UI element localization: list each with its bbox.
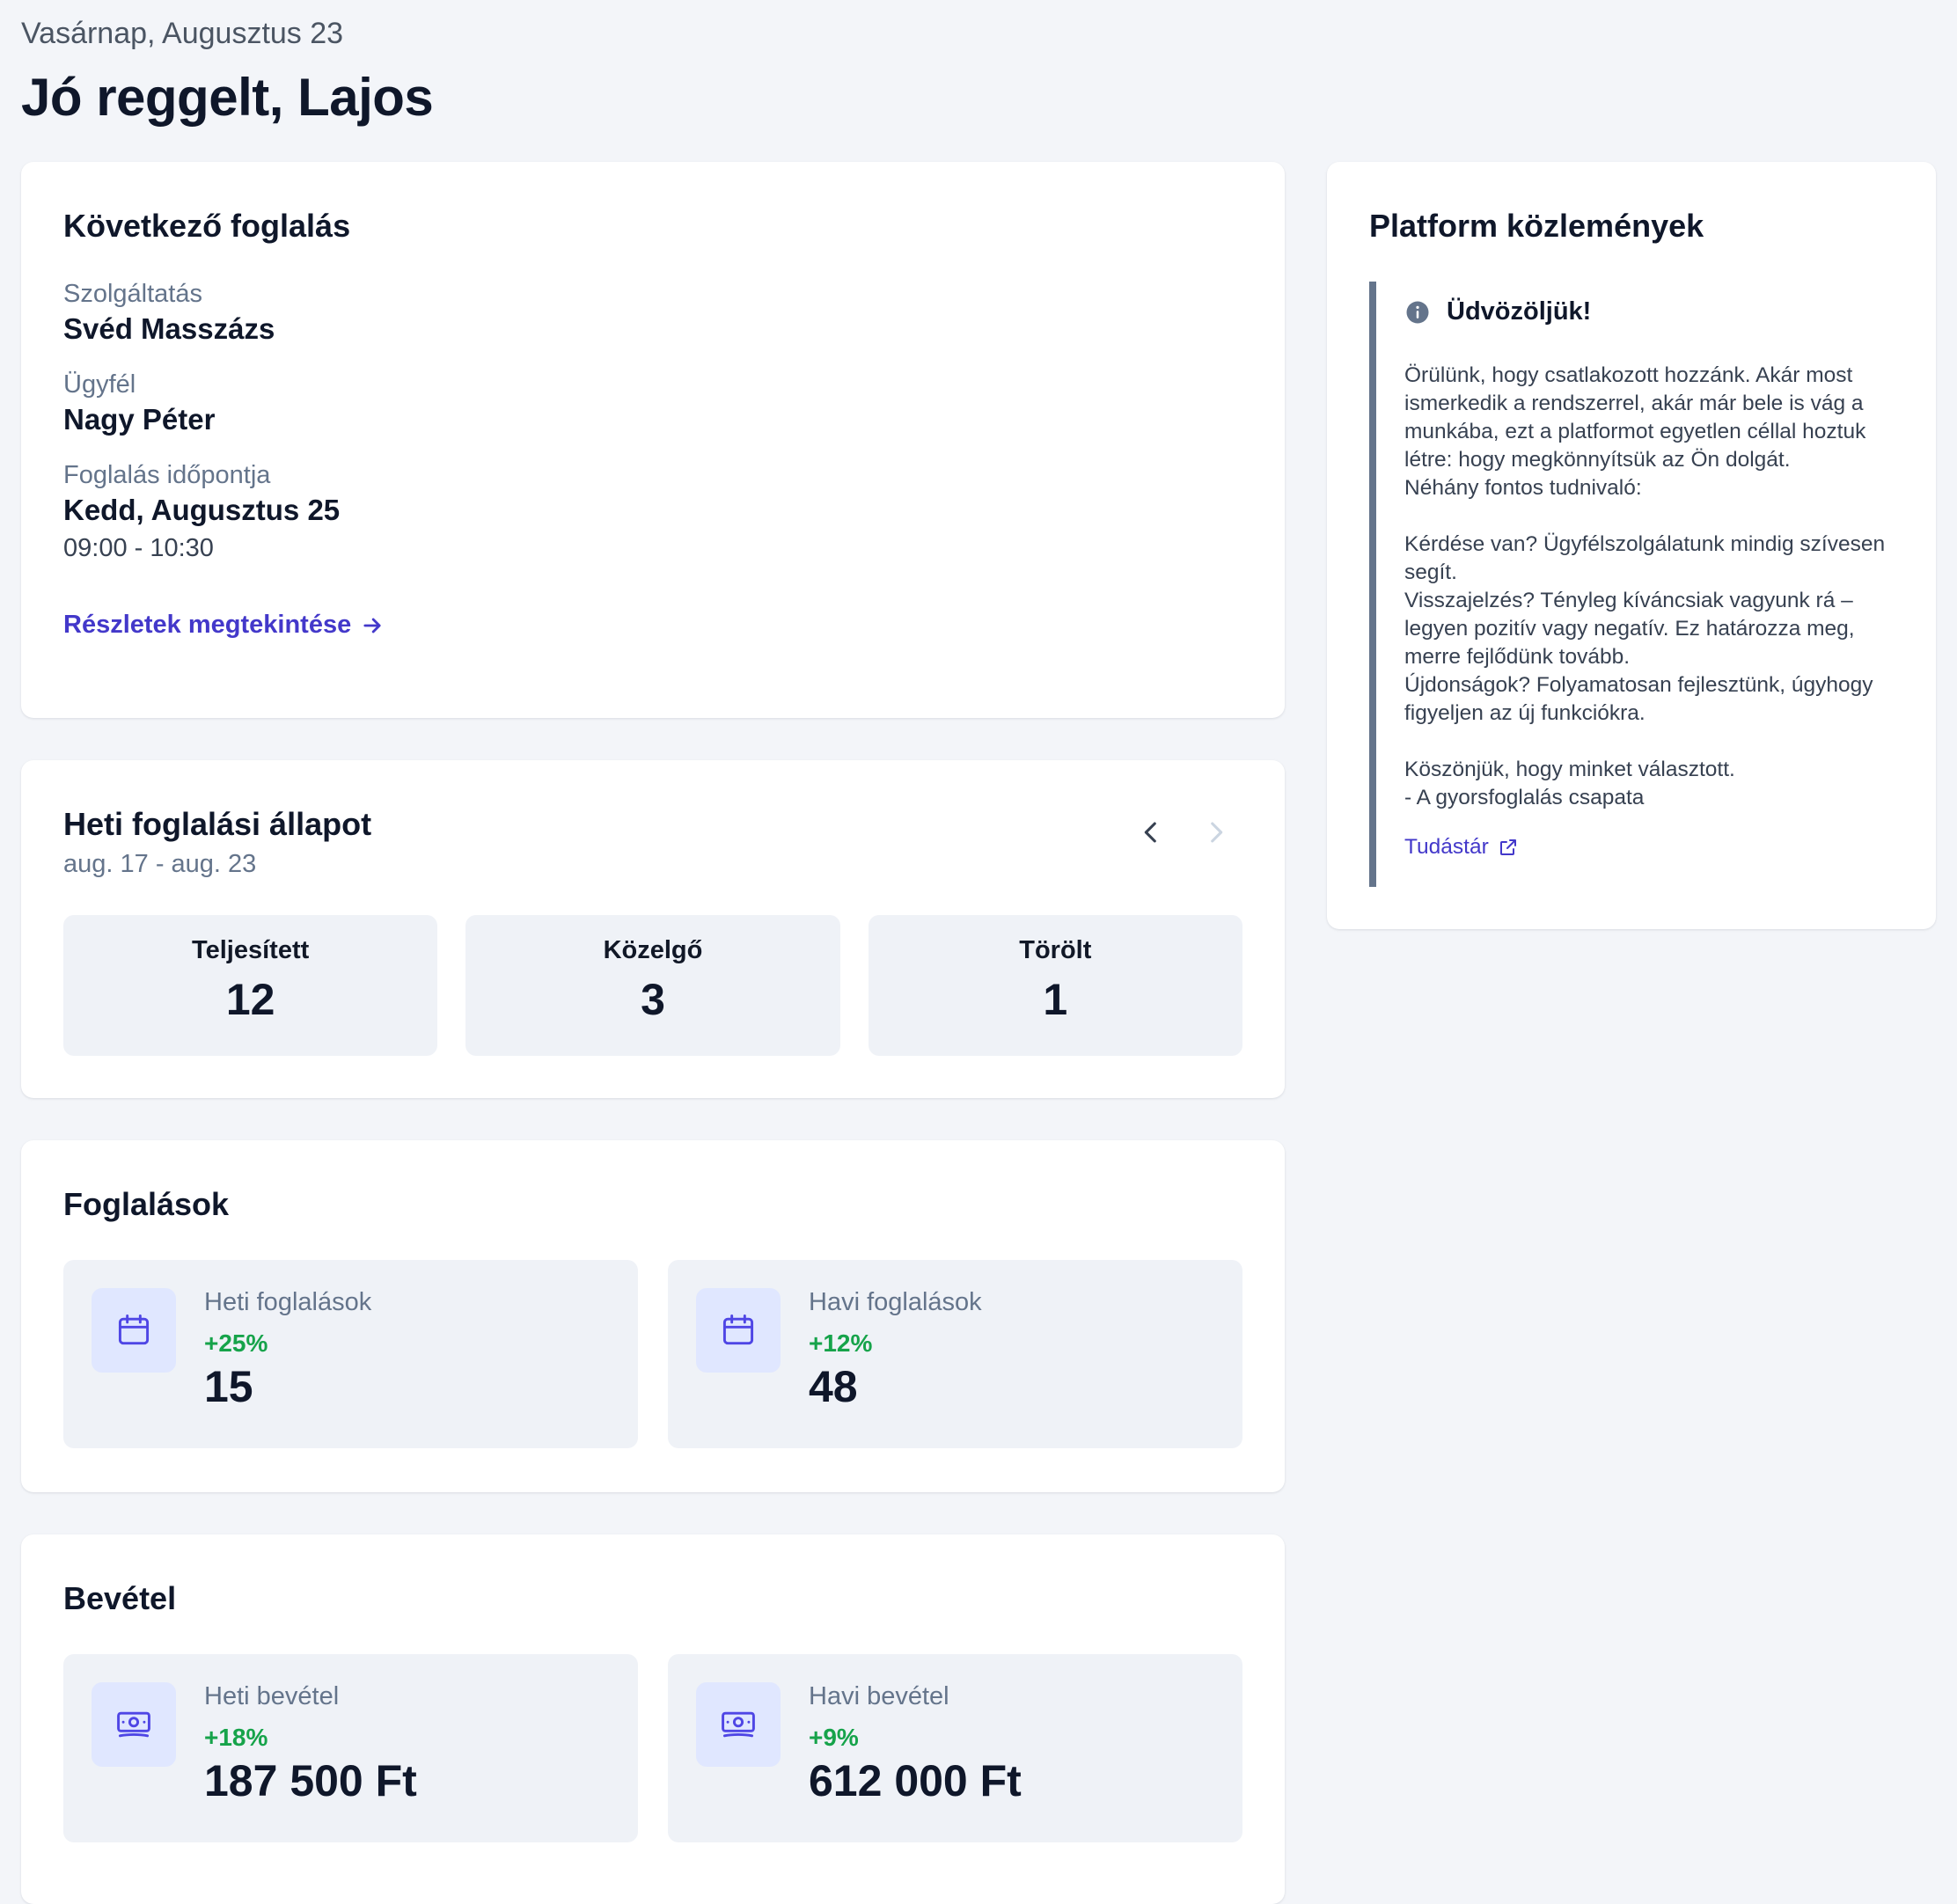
- previous-week-button[interactable]: [1132, 813, 1170, 852]
- booking-time-label: Foglalás időpontja: [63, 461, 271, 489]
- booking-date-value: Kedd, Augusztus 25: [63, 494, 341, 526]
- revenue-card: Bevétel Heti bevétel +18% 187 500 Ft Hav…: [21, 1534, 1285, 1904]
- banknote-icon: [92, 1682, 176, 1767]
- announcements-title: Platform közlemények: [1369, 208, 1704, 244]
- stat-value: 12: [225, 975, 275, 1024]
- metric-value: 15: [204, 1362, 253, 1411]
- announcement-item: Üdvözöljük! Örülünk, hogy csatlakozott h…: [1369, 282, 1901, 887]
- knowledge-base-link[interactable]: Tudástár: [1404, 835, 1519, 860]
- service-value: Svéd Masszázs: [63, 312, 275, 345]
- next-booking-card: Következő foglalás Szolgáltatás Svéd Mas…: [21, 162, 1285, 718]
- service-label: Szolgáltatás: [63, 280, 202, 308]
- calendar-icon: [92, 1288, 176, 1373]
- chevron-right-icon: [1211, 822, 1223, 843]
- weekly-revenue-metric: Heti bevétel +18% 187 500 Ft: [63, 1654, 638, 1842]
- metric-value: 187 500 Ft: [204, 1756, 417, 1805]
- stat-cancelled: Törölt 1: [868, 915, 1242, 1056]
- metric-change: +25%: [204, 1329, 268, 1357]
- announcement-header: Üdvözöljük!: [1404, 297, 1901, 326]
- stat-label: Törölt: [1019, 936, 1092, 964]
- weekly-status-card: Heti foglalási állapot aug. 17 - aug. 23…: [21, 760, 1285, 1098]
- weekly-range: aug. 17 - aug. 23: [63, 850, 257, 878]
- weekly-status-title: Heti foglalási állapot: [63, 806, 372, 842]
- knowledge-base-label: Tudástár: [1404, 835, 1489, 859]
- client-label: Ügyfél: [63, 370, 136, 399]
- announcements-card: Platform közlemények Üdvözöljük! Örülünk…: [1327, 162, 1936, 929]
- announcement-heading: Üdvözöljük!: [1447, 297, 1592, 326]
- monthly-bookings-metric: Havi foglalások +12% 48: [668, 1260, 1242, 1448]
- current-date: Vasárnap, Augusztus 23: [21, 17, 344, 50]
- metric-change: +18%: [204, 1724, 268, 1751]
- external-link-icon: [1499, 839, 1516, 855]
- metric-change: +12%: [809, 1329, 873, 1357]
- weekly-stats: Teljesített 12 Közelgő 3 Törölt 1: [63, 915, 1242, 1056]
- metric-label: Havi bevétel: [809, 1682, 949, 1710]
- metric-value: 612 000 Ft: [809, 1756, 1022, 1805]
- next-week-button[interactable]: [1197, 813, 1235, 852]
- stat-value: 3: [641, 975, 665, 1024]
- metric-label: Havi foglalások: [809, 1288, 982, 1316]
- chevron-left-icon: [1144, 822, 1156, 843]
- bookings-metrics: Heti foglalások +25% 15 Havi foglalások …: [63, 1260, 1242, 1448]
- stat-completed: Teljesített 12: [63, 915, 438, 1056]
- revenue-metrics: Heti bevétel +18% 187 500 Ft Havi bevéte…: [63, 1654, 1242, 1842]
- announcement-body: Örülünk, hogy csatlakozott hozzánk. Akár…: [1404, 363, 1886, 809]
- stat-value: 1: [1043, 975, 1068, 1024]
- metric-value: 48: [809, 1362, 858, 1411]
- revenue-title: Bevétel: [63, 1580, 177, 1616]
- page-header: Vasárnap, Augusztus 23 Jó reggelt, Lajos: [21, 9, 434, 128]
- calendar-icon: [696, 1288, 781, 1373]
- booking-time-value: 09:00 - 10:30: [63, 534, 214, 562]
- banknote-icon: [696, 1682, 781, 1767]
- arrow-right-icon: [363, 618, 381, 633]
- bookings-card: Foglalások Heti foglalások +25% 15 Havi …: [21, 1140, 1285, 1492]
- info-icon: [1406, 301, 1429, 323]
- bookings-title: Foglalások: [63, 1186, 230, 1222]
- weekly-bookings-metric: Heti foglalások +25% 15: [63, 1260, 638, 1448]
- metric-change: +9%: [809, 1724, 859, 1751]
- next-booking-title: Következő foglalás: [63, 208, 351, 244]
- client-value: Nagy Péter: [63, 403, 216, 436]
- view-details-link[interactable]: Részletek megtekintése: [63, 611, 385, 640]
- stat-upcoming: Közelgő 3: [465, 915, 840, 1056]
- view-details-label: Részletek megtekintése: [63, 611, 352, 639]
- monthly-revenue-metric: Havi bevétel +9% 612 000 Ft: [668, 1654, 1242, 1842]
- stat-label: Teljesített: [192, 936, 310, 964]
- stat-label: Közelgő: [603, 936, 703, 964]
- week-navigation: [1132, 813, 1235, 852]
- greeting-title: Jó reggelt, Lajos: [21, 68, 434, 127]
- metric-label: Heti foglalások: [204, 1288, 372, 1316]
- metric-label: Heti bevétel: [204, 1682, 340, 1710]
